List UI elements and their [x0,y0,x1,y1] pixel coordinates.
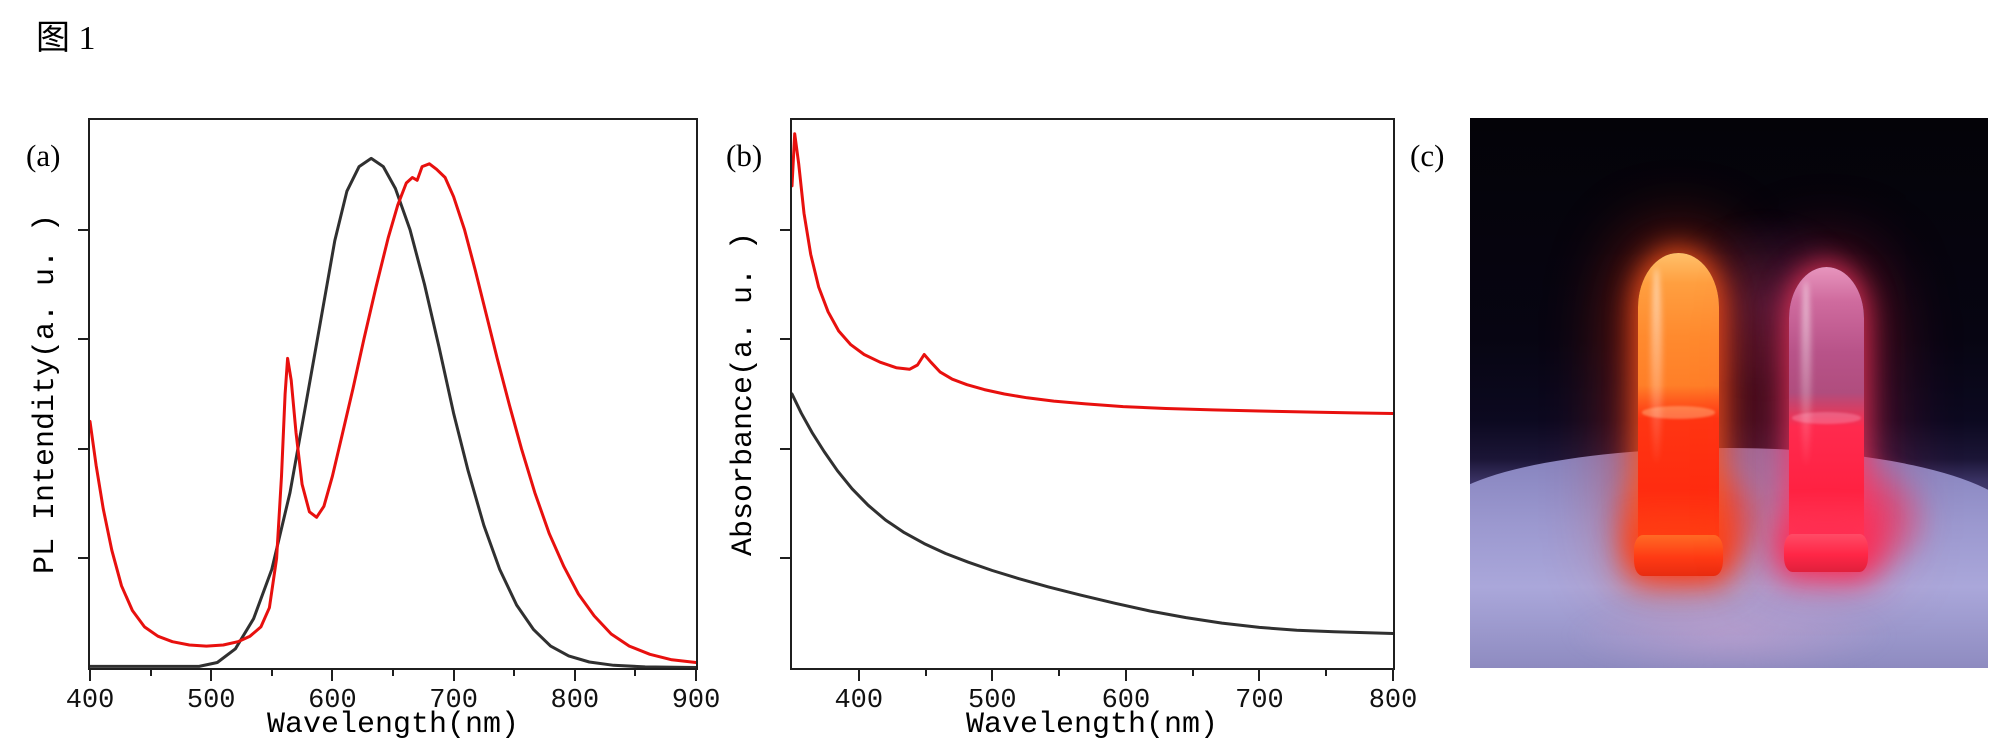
tube-right-body [1788,266,1864,552]
pl-x-axis-label: Wavelength(nm) [266,708,520,742]
tube-right-highlight [1800,281,1812,466]
x-tick [452,670,455,681]
uv-photo-panel [1470,118,1988,668]
x-minor-tick [149,670,152,676]
x-minor-tick [634,670,637,676]
x-minor-tick [924,670,927,676]
tube-right [1784,266,1869,573]
pl-spectrum-chart: 400 500 600 700 800 900 [66,118,720,716]
pl-y-axis-label: PL Intendity(a. u. ) [29,213,63,575]
y-tick [780,338,790,341]
y-tick [78,447,88,450]
x-tick-label: 500 [186,686,236,716]
panel-b-label: (b) [726,138,763,173]
x-tick [573,670,576,681]
absorbance-chart: 400 500 600 700 800 [780,118,1417,716]
x-tick-label: 400 [65,686,115,716]
x-tick-label: 700 [1235,686,1284,716]
series-black-sample [792,392,1393,635]
x-tick-label: 700 [429,686,478,716]
x-tick [1392,670,1394,681]
absorbance-plot-area [792,132,1393,635]
x-tick-label: 800 [1368,686,1418,716]
panel-c-label: (c) [1410,138,1445,173]
abs-y-axis-ticks [778,120,790,668]
x-tick [1124,670,1127,681]
y-tick [78,228,88,231]
abs-x-axis-label: Wavelength(nm) [965,708,1219,742]
series-red-sample [90,162,696,664]
x-tick [991,670,994,681]
tube-left [1633,252,1724,576]
x-tick [1258,670,1261,681]
y-tick [780,228,790,231]
x-minor-tick [1325,670,1328,676]
x-tick-label: 400 [834,686,884,716]
tube-right-liquid-line [1791,412,1861,424]
tube-right-base [1784,533,1869,573]
x-minor-tick [392,670,394,676]
pl-y-axis-ticks [76,120,88,668]
x-minor-tick [1191,670,1194,676]
x-tick-label: 600 [308,686,357,716]
pl-x-axis-ticks: 400 500 600 700 800 900 [66,670,720,730]
foreground-haze [1511,580,1947,668]
tube-left-base [1633,534,1724,576]
tube-left-body [1638,252,1719,554]
pl-spectrum-plot-area [90,156,696,668]
x-minor-tick [1058,670,1061,676]
x-tick [89,670,91,681]
x-tick [331,670,334,681]
y-tick [780,447,790,450]
x-minor-tick [270,670,273,676]
series-black-sample [90,156,696,668]
abs-y-axis-label: Absorbance(a. u. ) [727,231,761,557]
figure-title: 图 1 [36,20,96,57]
y-tick [780,557,790,560]
x-tick [210,670,213,681]
x-minor-tick [513,670,516,676]
x-tick [857,670,860,681]
x-tick-label: 500 [968,686,1017,716]
y-tick [78,338,88,341]
x-tick [695,670,697,681]
series-red-sample [792,132,1393,415]
tube-left-highlight [1651,268,1663,463]
x-tick-label: 900 [671,686,721,716]
y-tick [78,557,88,560]
abs-x-axis-ticks: 400 500 600 700 800 [792,670,1417,730]
panel-a-label: (a) [26,138,61,173]
x-tick-label: 800 [550,686,600,716]
x-tick-label: 600 [1101,686,1151,716]
